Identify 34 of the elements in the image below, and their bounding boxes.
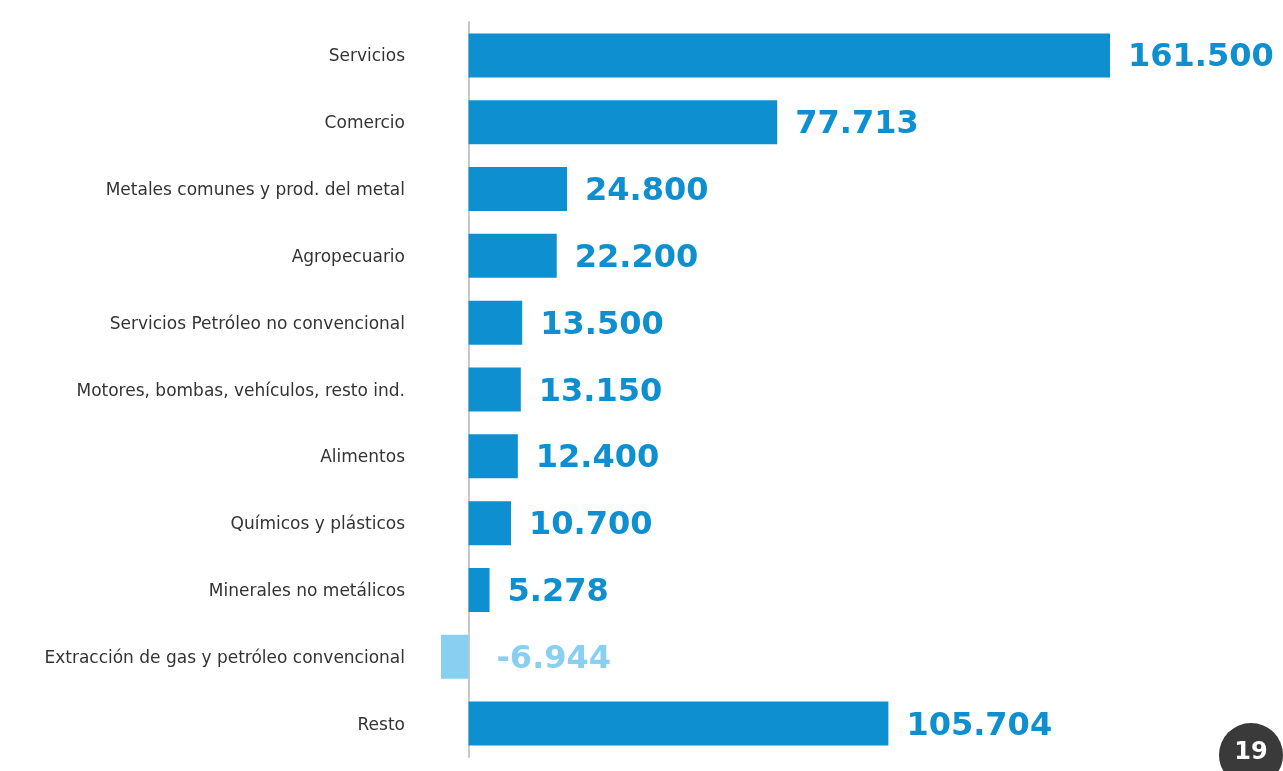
bar — [468, 100, 778, 145]
y-tick-label: Comercio — [324, 112, 405, 133]
bar — [468, 434, 518, 479]
y-tick-label: Servicios Petróleo no convencional — [109, 312, 405, 333]
bar — [468, 233, 557, 278]
data-label: 12.400 — [535, 437, 660, 476]
data-label: -6.944 — [496, 637, 612, 676]
bar — [468, 367, 521, 412]
y-tick-label: Químicos y plásticos — [230, 513, 406, 534]
data-label: 161.500 — [1128, 36, 1274, 75]
data-label: 105.704 — [906, 704, 1053, 743]
y-tick-label: Extracción de gas y petróleo convencional — [44, 646, 405, 667]
y-tick-label: Resto — [357, 713, 405, 734]
data-label: 77.713 — [795, 103, 919, 142]
bar — [468, 567, 490, 612]
page-number-badge: 19 — [1219, 723, 1283, 771]
bar — [468, 701, 889, 746]
bar — [468, 33, 1110, 78]
y-tick-label: Motores, bombas, vehículos, resto ind. — [76, 379, 405, 400]
y-tick-label: Servicios — [328, 45, 406, 66]
y-tick-label: Alimentos — [320, 446, 406, 467]
data-label: 10.700 — [529, 504, 653, 543]
data-label: 24.800 — [585, 170, 709, 209]
y-tick-label: Minerales no metálicos — [208, 579, 406, 600]
bar — [468, 501, 512, 546]
data-label: 5.278 — [507, 570, 609, 609]
y-tick-label: Agropecuario — [291, 245, 405, 266]
bar — [468, 167, 568, 212]
bar — [441, 634, 469, 679]
bar — [468, 300, 523, 345]
data-label: 13.500 — [540, 303, 664, 342]
data-label: 22.200 — [574, 236, 699, 275]
y-tick-label: Metales comunes y prod. del metal — [105, 179, 405, 200]
data-label: 13.150 — [538, 370, 663, 409]
